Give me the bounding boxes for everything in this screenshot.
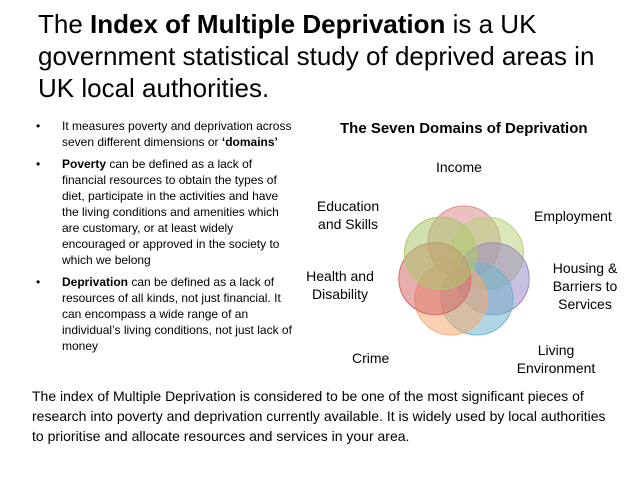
domain-label-living-environment: Living Environment [516, 342, 596, 376]
bullet-marker: • [36, 157, 41, 171]
footer-text: The index of Multiple Deprivation is con… [32, 388, 606, 444]
domain-label-employment: Employment [534, 208, 612, 224]
domain-label-health: Health and Disability [306, 268, 374, 302]
bullet-item: • Deprivation can be defined as a lack o… [36, 274, 298, 354]
bullet-marker: • [36, 119, 41, 133]
bullet-text-rest: can be defined as a lack of financial re… [62, 157, 280, 267]
diagram-title: The Seven Domains of Deprivation [340, 120, 588, 137]
bullet-list: • It measures poverty and deprivation ac… [36, 118, 298, 360]
domain-circle-education [404, 216, 477, 290]
venn-diagram [398, 205, 530, 336]
title-prefix: The [38, 9, 91, 39]
title-bold: Index of Multiple Deprivation [90, 9, 446, 39]
bullet-bold: Deprivation [62, 275, 129, 289]
bullet-bold: ‘domains’ [221, 135, 278, 149]
slide-title: The Index of Multiple Deprivation is a U… [38, 8, 628, 104]
bullet-marker: • [36, 275, 41, 289]
domain-label-income: Income [436, 159, 482, 175]
domain-label-crime: Crime [352, 350, 390, 366]
title-suffix: is a UK government statistical study of … [38, 9, 595, 103]
bullet-item: • Poverty can be defined as a lack of fi… [36, 156, 298, 268]
bullet-item: • It measures poverty and deprivation ac… [36, 118, 298, 150]
domain-label-housing: Housing & Barriers to Services [552, 260, 618, 312]
domain-label-education: Education and Skills [316, 198, 380, 232]
bullet-text-rest: can be defined as a lack of resources of… [62, 275, 292, 353]
bullet-text: It measures poverty and deprivation acro… [62, 119, 292, 149]
bullet-bold: Poverty [62, 157, 107, 171]
